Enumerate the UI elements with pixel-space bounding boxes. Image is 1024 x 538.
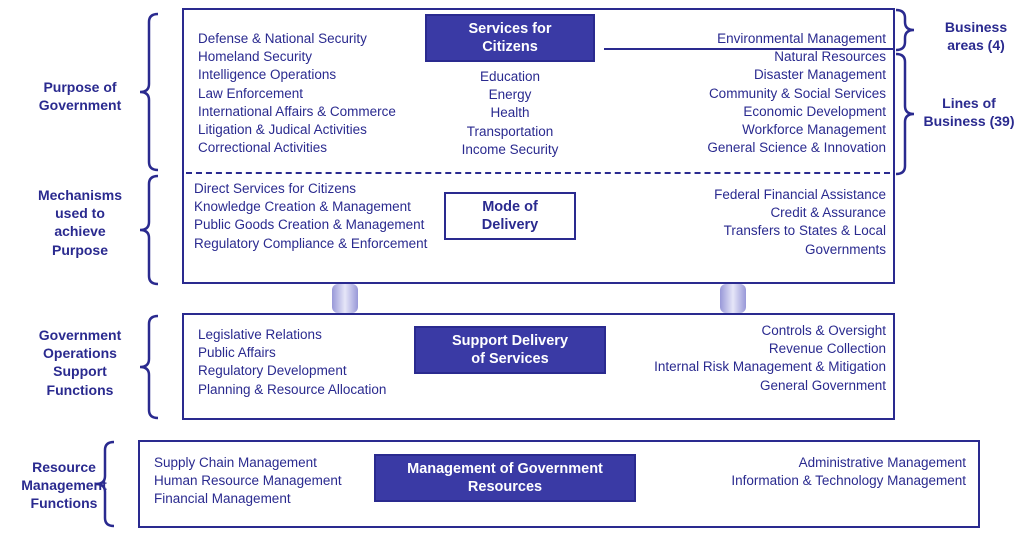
- side-label-mechanisms: Mechanisms used to achieve Purpose: [26, 186, 134, 259]
- dashed-separator: [186, 172, 890, 174]
- list-item: Administrative Management: [720, 454, 966, 472]
- list-item: Legislative Relations: [198, 326, 418, 344]
- list-item: Public Affairs: [198, 344, 418, 362]
- text-block-supportLeft: Legislative RelationsPublic AffairsRegul…: [198, 326, 418, 399]
- list-item: Community & Social Services: [640, 85, 886, 103]
- list-item: International Affairs & Commerce: [198, 103, 438, 121]
- list-item: Federal Financial Assistance: [670, 186, 886, 204]
- text-block-modeRight: Federal Financial AssistanceCredit & Ass…: [670, 186, 886, 259]
- text-block-modeLeft: Direct Services for CitizensKnowledge Cr…: [194, 180, 434, 253]
- list-item: Public Goods Creation & Management: [194, 216, 434, 234]
- list-item: Law Enforcement: [198, 85, 438, 103]
- pill-support: Support Delivery of Services: [414, 326, 606, 374]
- list-item: Economic Development: [640, 103, 886, 121]
- side-label-lob: Lines of Business (39): [914, 94, 1024, 130]
- connector-pillar: [332, 284, 358, 313]
- list-item: Controls & Oversight: [650, 322, 886, 340]
- list-item: Internal Risk Management & Mitigation: [650, 358, 886, 376]
- list-item: Human Resource Management: [154, 472, 374, 490]
- list-item: Health: [430, 104, 590, 122]
- list-item: Defense & National Security: [198, 30, 438, 48]
- list-item: Information & Technology Management: [720, 472, 966, 490]
- list-item: Intelligence Operations: [198, 66, 438, 84]
- side-label-resource: Resource Management Functions: [4, 458, 124, 513]
- list-item: Natural Resources: [640, 48, 886, 66]
- list-item: Disaster Management: [640, 66, 886, 84]
- pill-mode: Mode of Delivery: [444, 192, 576, 240]
- pill-mgmt: Management of Government Resources: [374, 454, 636, 502]
- pill-services: Services for Citizens: [425, 14, 595, 62]
- list-item: Revenue Collection: [650, 340, 886, 358]
- list-item: Credit & Assurance: [670, 204, 886, 222]
- list-item: Transfers to States & Local Governments: [670, 222, 886, 258]
- list-item: Regulatory Development: [198, 362, 418, 380]
- list-item: Litigation & Judical Activities: [198, 121, 438, 139]
- connector-pillar: [720, 284, 746, 313]
- text-block-mgmtRight: Administrative ManagementInformation & T…: [720, 454, 966, 490]
- list-item: Knowledge Creation & Management: [194, 198, 434, 216]
- list-item: Income Security: [430, 141, 590, 159]
- list-item: Regulatory Compliance & Enforcement: [194, 235, 434, 253]
- list-item: Financial Management: [154, 490, 374, 508]
- brace: [896, 54, 914, 174]
- list-item: Environmental Management: [640, 30, 886, 48]
- list-item: Transportation: [430, 123, 590, 141]
- text-block-purposeRight: Environmental ManagementNatural Resource…: [640, 30, 886, 158]
- list-item: Homeland Security: [198, 48, 438, 66]
- list-item: General Science & Innovation: [640, 139, 886, 157]
- list-item: Correctional Activities: [198, 139, 438, 157]
- list-item: Planning & Resource Allocation: [198, 381, 418, 399]
- brace: [140, 316, 158, 418]
- list-item: Direct Services for Citizens: [194, 180, 434, 198]
- side-label-govops: Government Operations Support Functions: [26, 326, 134, 399]
- text-block-purposeCenter: EducationEnergyHealthTransportationIncom…: [430, 68, 590, 159]
- list-item: Workforce Management: [640, 121, 886, 139]
- text-block-purposeLeft: Defense & National SecurityHomeland Secu…: [198, 30, 438, 158]
- brace: [140, 14, 158, 170]
- text-block-mgmtLeft: Supply Chain ManagementHuman Resource Ma…: [154, 454, 374, 509]
- list-item: General Government: [650, 377, 886, 395]
- side-label-purpose: Purpose of Government: [26, 78, 134, 114]
- side-label-bizAreas: Business areas (4): [928, 18, 1024, 54]
- list-item: Supply Chain Management: [154, 454, 374, 472]
- list-item: Education: [430, 68, 590, 86]
- text-block-supportRight: Controls & OversightRevenue CollectionIn…: [650, 322, 886, 395]
- list-item: Energy: [430, 86, 590, 104]
- brace: [896, 10, 914, 50]
- brace: [140, 176, 158, 284]
